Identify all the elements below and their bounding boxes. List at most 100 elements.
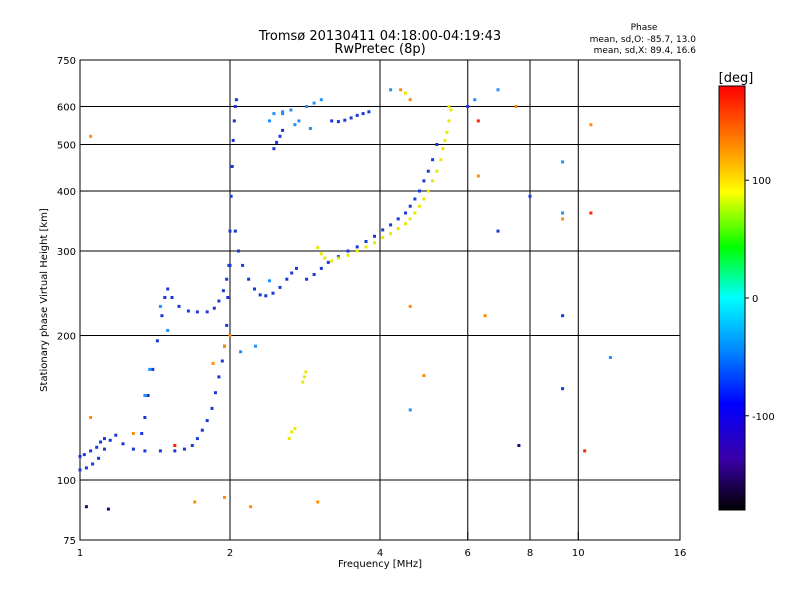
data-point <box>121 442 125 446</box>
data-point <box>290 271 294 275</box>
x-tick-label: 6 <box>465 548 471 559</box>
data-point <box>301 380 305 384</box>
data-point <box>326 260 330 264</box>
data-point <box>241 263 245 267</box>
data-point <box>173 444 177 447</box>
data-point <box>293 427 297 431</box>
data-point <box>177 304 181 308</box>
data-point <box>447 119 451 123</box>
data-point <box>78 468 82 472</box>
colorbar-tick-label: 0 <box>752 294 758 305</box>
data-point <box>166 287 170 291</box>
data-point <box>268 279 271 283</box>
data-point <box>364 240 368 243</box>
data-point <box>228 263 232 267</box>
data-point <box>295 266 298 270</box>
data-point <box>210 406 214 410</box>
data-point <box>346 253 350 257</box>
data-point <box>422 374 426 378</box>
data-point <box>349 116 353 120</box>
data-point <box>422 179 426 183</box>
data-point <box>160 314 164 318</box>
chart-subtitle: RwPretec (8p) <box>334 42 425 57</box>
data-point <box>449 108 453 112</box>
data-point <box>561 211 565 215</box>
colorbar-tick-label: -100 <box>752 412 775 423</box>
data-point <box>396 227 400 231</box>
colorbar-tick-label: 100 <box>752 176 771 187</box>
data-point <box>89 134 93 138</box>
data-point <box>583 449 587 453</box>
data-point <box>82 453 86 457</box>
data-point <box>233 229 237 233</box>
y-tick-label: 400 <box>57 187 76 198</box>
y-tick-label: 600 <box>57 103 76 114</box>
data-point <box>103 447 106 451</box>
data-point <box>343 118 347 122</box>
data-point <box>364 245 368 249</box>
y-tick-label: 750 <box>57 56 76 67</box>
data-point <box>143 394 147 397</box>
data-point <box>225 323 229 327</box>
data-point <box>608 356 612 359</box>
data-point <box>106 507 110 511</box>
data-point <box>293 123 297 127</box>
data-point <box>473 98 477 102</box>
data-point <box>316 246 320 250</box>
data-point <box>435 169 439 173</box>
data-point <box>195 310 199 314</box>
stats-o-mode: mean, sd,O: -85.7, 13.0 <box>590 35 697 45</box>
data-point <box>234 98 238 102</box>
data-point <box>254 344 257 348</box>
data-point <box>233 105 237 108</box>
data-point <box>381 236 385 240</box>
data-point <box>249 505 253 509</box>
data-point <box>426 169 430 173</box>
data-point <box>228 334 232 337</box>
data-point <box>131 432 135 435</box>
data-point <box>514 105 518 108</box>
data-point <box>146 394 150 397</box>
data-point <box>97 456 101 460</box>
data-point <box>476 119 480 123</box>
chart-title: Tromsø 20130411 04:18:00-04:19:43 <box>258 29 501 44</box>
data-point <box>163 296 167 299</box>
data-point <box>431 179 435 183</box>
data-point <box>476 174 480 178</box>
data-point <box>355 245 359 249</box>
data-point <box>237 249 240 253</box>
data-point <box>258 293 262 297</box>
data-point <box>272 147 276 151</box>
data-point <box>336 120 340 124</box>
x-axis-label: Frequency [MHz] <box>338 559 422 570</box>
data-point <box>275 140 279 144</box>
data-point <box>445 130 449 134</box>
data-point <box>226 296 230 299</box>
data-point <box>158 304 162 308</box>
data-point <box>131 447 135 451</box>
data-point <box>528 194 532 198</box>
x-tick-label: 10 <box>572 548 585 559</box>
data-point <box>561 314 565 318</box>
data-point <box>220 359 224 363</box>
data-point <box>182 447 186 451</box>
data-point <box>297 119 301 123</box>
colorbar-ticks: 100 0 -100 <box>745 176 775 423</box>
data-point <box>103 437 106 441</box>
data-point <box>319 266 323 270</box>
x-tick-label: 4 <box>377 548 383 559</box>
data-point <box>413 197 417 201</box>
data-point <box>89 416 93 419</box>
data-point <box>396 217 400 221</box>
data-point <box>435 143 439 146</box>
data-point <box>108 438 112 442</box>
data-point <box>431 158 435 162</box>
data-point <box>418 204 421 208</box>
data-point <box>408 98 412 102</box>
data-points <box>78 88 612 511</box>
y-axis: 75 100 200 300 400 500 600 750 <box>57 56 88 547</box>
data-point <box>561 217 565 221</box>
data-point <box>278 285 282 289</box>
data-point <box>200 428 204 432</box>
